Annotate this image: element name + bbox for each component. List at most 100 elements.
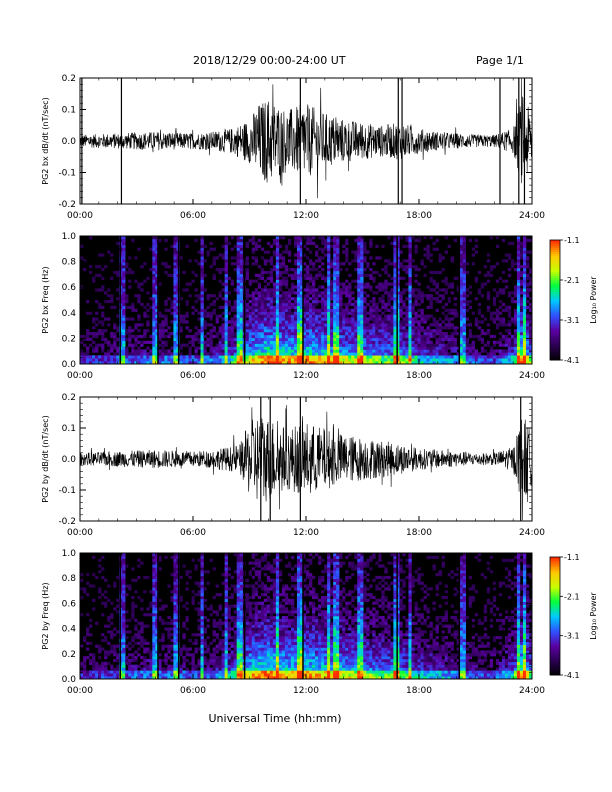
bx-spectrogram-cell bbox=[155, 241, 159, 246]
bx-spectrogram-cell bbox=[387, 346, 391, 350]
bx-spectrogram-cell bbox=[92, 349, 96, 353]
bx-spectrogram-cell bbox=[89, 311, 93, 315]
bx-spectrogram-cell bbox=[390, 361, 394, 365]
by-spectrogram-cell bbox=[155, 598, 159, 602]
bx-spectrogram-cell bbox=[519, 349, 524, 353]
bx-spectrogram-cell bbox=[333, 346, 337, 350]
bx-spectrogram-cell bbox=[330, 358, 334, 362]
bx-spectrogram-cell bbox=[462, 288, 466, 292]
bx-spectrogram-cell bbox=[324, 343, 328, 347]
by-spectrogram-cell bbox=[173, 553, 177, 557]
by-spectrogram-cell bbox=[167, 647, 171, 651]
bx-spectrogram-cell bbox=[480, 329, 485, 333]
by-spectrogram-cell bbox=[128, 641, 132, 645]
bx-spectrogram-cell bbox=[519, 250, 524, 254]
bx-spectrogram-cell bbox=[161, 329, 165, 333]
bx-spectrogram-cell bbox=[522, 265, 527, 269]
bx-spectrogram-cell bbox=[206, 250, 210, 254]
bx-spectrogram-cell bbox=[125, 332, 129, 336]
bx-spectrogram-cell bbox=[465, 358, 470, 362]
bx-spectrogram-cell bbox=[519, 256, 524, 260]
bx-spectrogram-cell bbox=[360, 323, 364, 327]
bx-spectrogram-cell bbox=[92, 326, 96, 330]
bx-spectrogram-cell bbox=[287, 355, 292, 359]
bx-spectrogram-cell bbox=[489, 358, 494, 362]
bx-spectrogram-cell bbox=[348, 302, 352, 307]
bx-spectrogram-cell bbox=[170, 352, 174, 356]
by-spectrogram-cell bbox=[152, 590, 156, 594]
bx-spectrogram-cell bbox=[155, 323, 159, 327]
bx-spectrogram-cell bbox=[408, 329, 412, 333]
bx-spectrogram-cell bbox=[92, 279, 96, 283]
bx-spectrogram-cell bbox=[200, 320, 204, 324]
bx-spectrogram-cell bbox=[161, 320, 165, 324]
bx-spectrogram-cell bbox=[122, 288, 126, 292]
by-spectrogram-cell bbox=[80, 676, 84, 680]
bx-spectrogram-cell bbox=[342, 352, 346, 356]
bx-spectrogram-cell bbox=[236, 314, 240, 318]
bx-spectrogram-cell bbox=[423, 329, 427, 333]
bx-spectrogram-cell bbox=[170, 332, 174, 336]
bx-spectrogram-cell bbox=[318, 285, 322, 289]
by-spectrogram-cell bbox=[152, 664, 156, 668]
bx-spectrogram-cell bbox=[411, 294, 415, 298]
bx-spectrogram-colorbar-swatch bbox=[550, 298, 560, 301]
by-spectrogram-cell bbox=[80, 573, 84, 577]
bx-spectrogram-cell bbox=[522, 326, 527, 330]
bx-spectrogram-cell bbox=[236, 308, 240, 312]
bx-spectrogram-cell bbox=[336, 314, 340, 318]
by-spectrogram-cell bbox=[122, 653, 126, 657]
bx-spectrogram-cell bbox=[330, 285, 334, 289]
bx-spectrogram-cell bbox=[275, 323, 280, 327]
bx-spectrogram-cell bbox=[519, 346, 524, 350]
bx-spectrogram-cell bbox=[245, 297, 250, 301]
bx-spectrogram-cell bbox=[342, 308, 346, 312]
bx-spectrogram-cell bbox=[342, 314, 346, 318]
bx-spectrogram-cell bbox=[215, 334, 219, 339]
bx-spectrogram-cell bbox=[345, 317, 349, 321]
bx-spectrogram-cell bbox=[321, 302, 325, 307]
bx-spectrogram-cell bbox=[468, 300, 473, 304]
bx-spectrogram-cell bbox=[173, 311, 177, 315]
bx-spectrogram-cell bbox=[462, 276, 466, 280]
bx-spectrogram-cell bbox=[122, 343, 126, 347]
bx-spectrogram-cell bbox=[528, 250, 533, 254]
bx-spectrogram-cell bbox=[525, 352, 530, 356]
bx-spectrogram-cell bbox=[390, 334, 394, 339]
by-spectrogram-cell bbox=[122, 575, 126, 580]
bx-spectrogram-cell bbox=[369, 358, 373, 362]
by-spectrogram-cell bbox=[122, 590, 126, 594]
bx-spectrogram-cell bbox=[378, 340, 382, 344]
bx-spectrogram-cell bbox=[158, 334, 162, 339]
bx-spectrogram-cell bbox=[336, 288, 340, 292]
bx-spectrogram-colorbar-swatch bbox=[550, 260, 560, 263]
bx-spectrogram-cell bbox=[324, 358, 328, 362]
bx-spectrogram-cell bbox=[525, 346, 530, 350]
bx-spectrogram-cell bbox=[417, 349, 421, 353]
bx-spectrogram-cell bbox=[275, 320, 280, 324]
bx-spectrogram-cell bbox=[254, 262, 259, 266]
bx-spectrogram-cell bbox=[134, 361, 138, 365]
by-spectrogram-cell bbox=[155, 601, 159, 605]
bx-spectrogram-cell bbox=[227, 300, 231, 304]
by-spectrogram-cell bbox=[122, 644, 126, 648]
bx-spectrogram-cell bbox=[333, 294, 337, 298]
bx-spectrogram-cell bbox=[444, 302, 448, 307]
bx-spectrogram-cell bbox=[158, 329, 162, 333]
bx-spectrogram-cell bbox=[369, 332, 373, 336]
bx-spectrogram-cell bbox=[381, 302, 385, 307]
bx-spectrogram-cell bbox=[293, 323, 298, 327]
bx-spectrogram-cell bbox=[444, 276, 448, 280]
bx-spectrogram-cell bbox=[122, 270, 126, 275]
bx-spectrogram-cell bbox=[384, 332, 388, 336]
bx-spectrogram-cell bbox=[312, 276, 316, 280]
bx-spectrogram-cell bbox=[462, 238, 466, 243]
bx-spectrogram-cell bbox=[333, 302, 337, 307]
bx-spectrogram-cell bbox=[384, 282, 388, 286]
bx-spectrogram-cell bbox=[345, 241, 349, 246]
bx-spectrogram-cell bbox=[306, 276, 310, 280]
bx-spectrogram-cell bbox=[224, 346, 228, 350]
bx-spectrogram-cell bbox=[188, 358, 192, 362]
bx-spectrogram-cell bbox=[113, 343, 117, 347]
bx-spectrogram-cell bbox=[296, 265, 301, 269]
